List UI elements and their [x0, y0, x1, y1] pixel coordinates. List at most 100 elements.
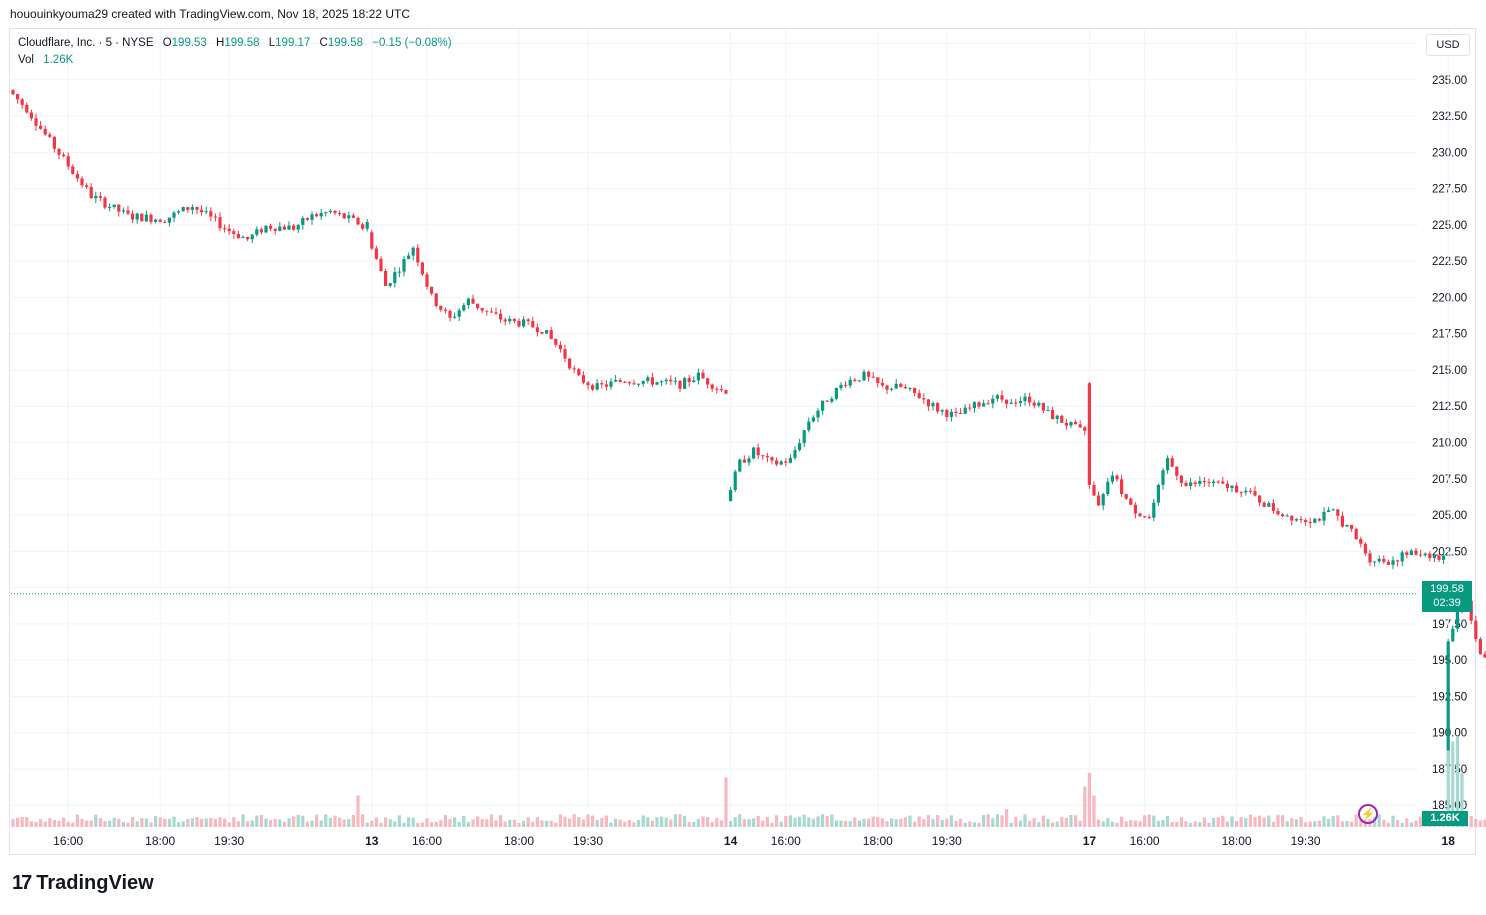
candle-body [632, 383, 636, 385]
candle-body [968, 407, 972, 409]
volume-bar [1055, 821, 1059, 827]
candle-body [595, 383, 599, 390]
volume-bar [453, 817, 457, 827]
volume-bar [752, 818, 756, 827]
volume-bar [1474, 818, 1478, 827]
volume-bar [1304, 822, 1308, 827]
candle-body [1350, 524, 1354, 529]
volume-bar [57, 820, 61, 827]
volume-bar [1202, 817, 1206, 827]
volume-bar [1322, 816, 1326, 827]
volume-bar [664, 817, 668, 827]
volume-bar [1446, 750, 1450, 827]
volume-bar [816, 816, 820, 827]
volume-bar [430, 822, 434, 827]
candle-body [517, 320, 521, 327]
volume-bar [1051, 822, 1055, 827]
volume-value: 1.26K [43, 54, 74, 66]
candle-body [646, 377, 650, 381]
volume-bar [499, 815, 503, 827]
candle-body [1023, 396, 1027, 402]
candle-body [195, 207, 199, 210]
candle-body [972, 402, 976, 409]
candle-body [673, 380, 677, 382]
volume-bar [374, 817, 378, 827]
candle-body [57, 148, 61, 155]
volume-bar [462, 815, 466, 827]
volume-bar [75, 814, 79, 827]
volume-bar [80, 819, 84, 827]
volume-bar [600, 817, 604, 827]
candle-body [374, 248, 378, 259]
volume-bar [517, 822, 521, 827]
lightning-icon[interactable]: ⚡ [1358, 804, 1378, 824]
volume-bar [954, 820, 958, 827]
volume-bar [117, 818, 121, 827]
volume-bar [384, 817, 388, 827]
volume-bar [1074, 815, 1078, 827]
candle-body [807, 421, 811, 431]
volume-bar [1221, 815, 1225, 827]
tradingview-brand[interactable]: 17 TradingView [12, 872, 154, 895]
candle-body [200, 209, 204, 213]
volume-bar [899, 818, 903, 827]
candle-body [1258, 495, 1262, 503]
candle-body [351, 215, 355, 218]
candle-body [917, 393, 921, 399]
volume-bar [62, 817, 66, 827]
volume-bar [1308, 821, 1312, 827]
candle-body [1373, 561, 1377, 563]
volume-bar [696, 818, 700, 827]
candle-body [273, 228, 277, 231]
volume-bar [1101, 821, 1105, 827]
volume-bar [227, 822, 231, 827]
candle-body [1405, 552, 1409, 555]
candle-body [476, 303, 480, 309]
currency-button[interactable]: USD [1426, 34, 1470, 56]
volume-bar [204, 818, 208, 827]
volume-bar [991, 818, 995, 827]
volume-bar [287, 818, 291, 827]
x-tick-label: 13 [365, 834, 379, 848]
candle-body [747, 458, 751, 463]
volume-bar [1396, 820, 1400, 827]
close-label: C [319, 37, 328, 49]
candle-body [218, 217, 222, 229]
candle-body [292, 225, 296, 230]
candle-body [1451, 628, 1455, 642]
candle-body [425, 274, 429, 287]
volume-bar [48, 818, 52, 827]
candle-body [1419, 554, 1423, 556]
volume-label[interactable]: Vol [18, 54, 34, 66]
candle-body [1138, 513, 1142, 517]
symbol-label[interactable]: Cloudflare, Inc. · 5 · NYSE [18, 37, 154, 49]
candle-body [641, 380, 645, 384]
candle-body [1161, 470, 1165, 485]
candle-body [871, 376, 875, 378]
volume-bar [144, 818, 148, 827]
candle-body [733, 471, 737, 490]
candle-body [319, 212, 323, 217]
candle-body [324, 212, 328, 214]
volume-bar [646, 817, 650, 827]
volume-bar [853, 817, 857, 827]
candle-body [775, 460, 779, 465]
volume-bar [618, 819, 622, 827]
volume-bar [512, 819, 516, 827]
volume-bar [177, 822, 181, 827]
candle-body [89, 186, 93, 199]
volume-bar [269, 820, 273, 827]
candle-body [1437, 555, 1441, 560]
volume-bar [719, 820, 723, 827]
volume-bar [1092, 795, 1096, 827]
candle-body [16, 94, 20, 100]
candle-body [825, 400, 829, 402]
volume-bar [1124, 821, 1128, 827]
candle-body [135, 213, 139, 220]
candle-body [489, 311, 493, 313]
bar-countdown: 02:39 [1433, 597, 1461, 609]
x-tick-label: 18:00 [863, 834, 893, 848]
volume-bar [338, 817, 342, 827]
candle-body [637, 383, 641, 385]
